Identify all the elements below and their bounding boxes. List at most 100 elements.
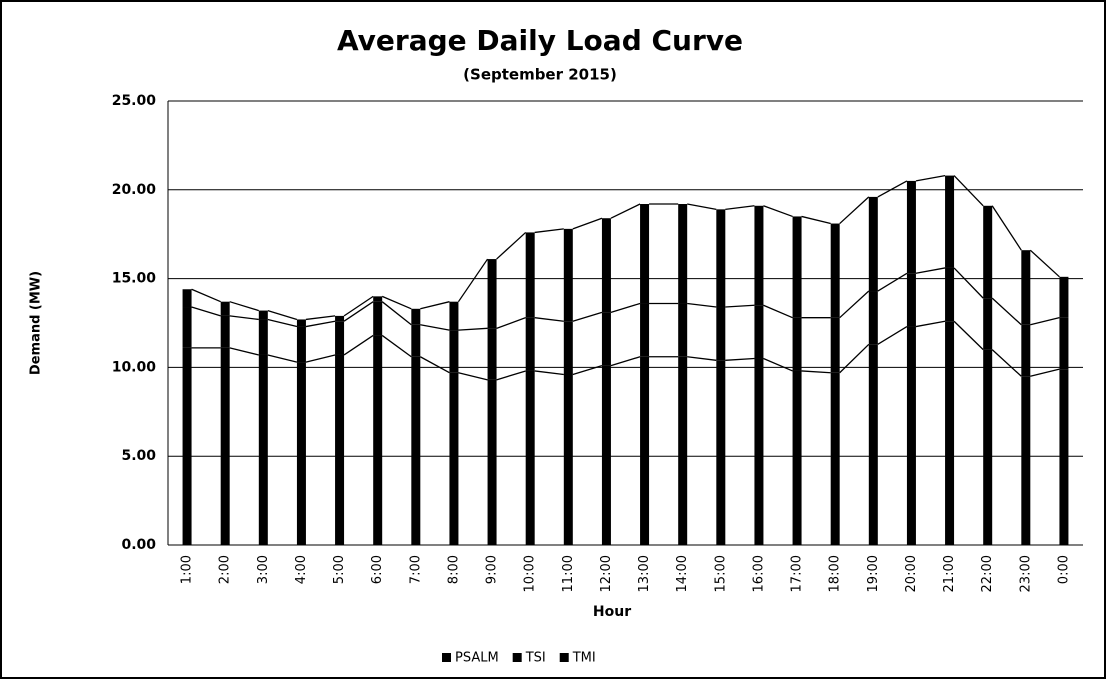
bar bbox=[830, 223, 840, 318]
bar bbox=[525, 370, 535, 545]
bar bbox=[296, 326, 306, 363]
series-line bbox=[267, 354, 298, 363]
bar bbox=[373, 296, 383, 302]
series-line bbox=[343, 301, 374, 322]
x-tick-label: 9:00 bbox=[485, 555, 500, 584]
bar bbox=[487, 328, 497, 380]
series-line bbox=[381, 334, 412, 358]
series-line bbox=[725, 304, 755, 308]
bar bbox=[373, 301, 383, 336]
series-line bbox=[953, 320, 984, 351]
series-line bbox=[763, 205, 793, 218]
x-tick-label: 6:00 bbox=[370, 555, 385, 584]
bar bbox=[754, 305, 764, 359]
series-line bbox=[305, 315, 336, 321]
series-line bbox=[953, 267, 984, 299]
series-line bbox=[991, 349, 1022, 377]
bar bbox=[792, 317, 802, 371]
y-tick-label: 15.00 bbox=[112, 271, 157, 287]
legend-label: PSALM bbox=[455, 651, 499, 666]
x-tick-label: 1:00 bbox=[180, 555, 195, 584]
series-line bbox=[496, 231, 527, 260]
series-line bbox=[496, 317, 526, 329]
x-tick-label: 8:00 bbox=[446, 555, 461, 584]
bar bbox=[792, 370, 802, 545]
series-line bbox=[534, 370, 564, 376]
bar bbox=[182, 289, 192, 308]
x-tick-label: 12:00 bbox=[599, 555, 614, 592]
x-tick-label: 16:00 bbox=[751, 555, 766, 592]
series-line bbox=[953, 175, 984, 207]
bar bbox=[640, 303, 650, 357]
series-line bbox=[1029, 249, 1060, 278]
bar bbox=[1021, 376, 1031, 545]
x-tick-label: 17:00 bbox=[790, 555, 805, 592]
series-line bbox=[763, 357, 793, 372]
x-tick-label: 11:00 bbox=[561, 555, 576, 592]
series-line bbox=[420, 324, 450, 331]
series-line bbox=[381, 301, 412, 326]
bar bbox=[906, 180, 916, 274]
series-line bbox=[534, 228, 564, 234]
bar bbox=[525, 232, 535, 318]
y-tick-label: 0.00 bbox=[121, 537, 156, 553]
series-line bbox=[991, 205, 1022, 251]
x-tick-label: 21:00 bbox=[942, 555, 957, 592]
bar bbox=[945, 175, 955, 268]
series-line bbox=[229, 347, 259, 356]
series-line bbox=[687, 356, 717, 361]
bar bbox=[868, 196, 878, 292]
series-line bbox=[915, 174, 946, 182]
y-tick-label: 10.00 bbox=[112, 359, 157, 375]
x-tick-label: 10:00 bbox=[523, 555, 538, 592]
bar bbox=[411, 324, 421, 357]
series-line bbox=[915, 267, 946, 274]
bar bbox=[220, 347, 230, 545]
series-line bbox=[763, 304, 793, 319]
x-tick-label: 19:00 bbox=[866, 555, 881, 592]
series-line bbox=[1030, 317, 1060, 326]
y-tick-label: 20.00 bbox=[112, 182, 157, 198]
series-line bbox=[877, 325, 908, 345]
bar bbox=[601, 312, 611, 366]
bar bbox=[792, 216, 802, 318]
bar bbox=[983, 349, 993, 545]
bar bbox=[640, 356, 650, 545]
legend-swatch bbox=[512, 653, 522, 662]
series-line bbox=[1030, 368, 1060, 377]
bar bbox=[449, 372, 459, 545]
series-line bbox=[725, 357, 755, 361]
bar bbox=[640, 204, 650, 304]
bar bbox=[1059, 317, 1069, 370]
series-line bbox=[229, 301, 260, 312]
series-line bbox=[229, 315, 259, 321]
series-line bbox=[801, 215, 831, 225]
bar bbox=[487, 379, 497, 545]
bar bbox=[716, 307, 726, 361]
legend-label: TMI bbox=[572, 651, 596, 666]
bar bbox=[373, 335, 383, 545]
series-line bbox=[687, 302, 717, 308]
bar bbox=[220, 301, 230, 316]
y-axis-label: Demand (MW) bbox=[29, 271, 44, 375]
bar bbox=[335, 315, 345, 322]
x-tick-label: 23:00 bbox=[1018, 555, 1033, 592]
bar bbox=[411, 356, 421, 545]
bar bbox=[983, 298, 993, 350]
series-line bbox=[457, 258, 489, 303]
series-line bbox=[191, 306, 221, 317]
bar bbox=[335, 354, 345, 545]
bar bbox=[258, 319, 268, 355]
bar bbox=[906, 326, 916, 545]
series-line bbox=[991, 297, 1022, 326]
bar bbox=[945, 321, 955, 545]
bar bbox=[906, 273, 916, 327]
x-tick-label: 5:00 bbox=[332, 555, 347, 584]
x-tick-label: 2:00 bbox=[218, 555, 233, 584]
bar bbox=[983, 205, 993, 299]
y-tick-label: 25.00 bbox=[112, 93, 157, 109]
bar bbox=[487, 259, 497, 329]
x-tick-label: 0:00 bbox=[1056, 555, 1071, 584]
x-tick-label: 14:00 bbox=[675, 555, 690, 592]
chart-title: Average Daily Load Curve bbox=[337, 24, 743, 57]
